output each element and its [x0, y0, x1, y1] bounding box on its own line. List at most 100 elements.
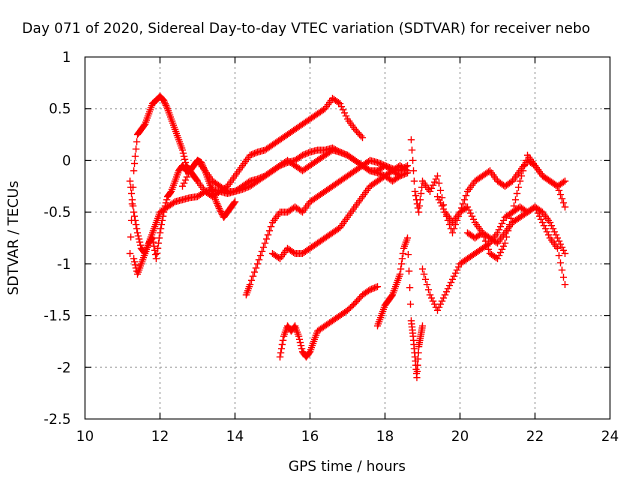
data-point	[450, 225, 458, 233]
series-track-4	[179, 146, 404, 195]
data-point	[509, 208, 516, 216]
data-point	[483, 241, 491, 249]
data-point	[557, 259, 564, 267]
data-point	[402, 166, 410, 174]
data-point	[431, 300, 438, 308]
y-tick-label: 0.5	[49, 102, 71, 118]
data-point	[536, 212, 543, 220]
data-point	[261, 239, 269, 247]
data-point	[437, 300, 444, 308]
data-point	[407, 300, 414, 308]
data-point	[497, 223, 504, 231]
data-point	[561, 203, 569, 211]
data-point	[561, 177, 569, 185]
data-point	[399, 250, 407, 258]
data-point	[152, 251, 159, 259]
data-point	[435, 179, 443, 187]
data-point	[350, 301, 357, 309]
series-track-5	[242, 156, 411, 299]
data-point	[498, 220, 506, 228]
data-point	[438, 202, 446, 210]
x-tick-label: 22	[526, 429, 544, 445]
data-point	[163, 103, 171, 111]
data-point	[359, 134, 366, 142]
data-point	[157, 225, 165, 233]
data-point	[302, 150, 309, 158]
data-point	[560, 199, 567, 207]
data-point	[260, 243, 267, 251]
data-point	[497, 248, 504, 256]
x-tick-label: 24	[601, 429, 619, 445]
data-point	[149, 238, 157, 246]
data-point	[212, 198, 220, 206]
data-point	[434, 306, 441, 314]
data-point	[434, 172, 441, 180]
data-point	[396, 172, 404, 180]
data-point	[179, 146, 186, 154]
data-point	[263, 235, 270, 243]
data-point	[468, 212, 476, 220]
data-point	[459, 200, 467, 208]
data-point	[435, 196, 443, 204]
data-point	[278, 341, 286, 349]
series-track-12	[464, 151, 569, 263]
data-point	[131, 258, 138, 266]
data-point	[356, 130, 363, 138]
data-point	[158, 221, 165, 229]
data-point	[130, 167, 138, 175]
data-point	[432, 175, 440, 183]
data-point	[500, 242, 507, 250]
data-point	[447, 278, 455, 286]
data-point	[356, 294, 363, 302]
grid	[85, 57, 610, 419]
data-point	[518, 172, 525, 180]
data-point	[213, 199, 221, 207]
data-point	[215, 203, 222, 211]
data-point	[320, 106, 327, 114]
data-point	[298, 345, 306, 353]
data-point	[554, 244, 561, 252]
data-point	[155, 234, 163, 242]
data-point	[127, 233, 135, 241]
data-point	[462, 192, 470, 200]
data-point	[397, 265, 405, 273]
data-point	[522, 156, 530, 164]
data-point	[406, 284, 414, 292]
data-point	[299, 151, 306, 159]
data-point	[515, 183, 522, 191]
data-point	[353, 127, 360, 135]
data-point	[405, 267, 413, 275]
data-point	[378, 160, 386, 168]
data-point	[465, 206, 473, 214]
data-point	[416, 202, 423, 210]
data-point	[134, 232, 142, 240]
data-point	[516, 177, 524, 185]
data-point	[388, 292, 396, 300]
data-point	[426, 291, 434, 299]
data-point	[245, 183, 252, 191]
data-point	[479, 229, 486, 237]
data-point	[374, 169, 381, 177]
data-point	[419, 322, 426, 330]
data-point	[552, 231, 560, 239]
data-point	[132, 221, 140, 229]
data-point	[435, 303, 443, 311]
data-point	[558, 243, 566, 251]
data-point	[461, 196, 468, 204]
data-point	[412, 192, 420, 200]
data-point	[404, 251, 412, 259]
chart-title: Day 071 of 2020, Sidereal Day-to-day VTE…	[22, 21, 590, 37]
data-point	[419, 265, 426, 273]
data-point	[222, 186, 230, 194]
x-tick-label: 20	[451, 429, 469, 445]
data-point	[185, 170, 192, 178]
data-point	[560, 246, 567, 254]
data-point	[136, 238, 144, 246]
data-point	[127, 183, 135, 191]
data-point	[495, 252, 503, 260]
axis-ticks	[84, 56, 611, 420]
data-point	[410, 167, 417, 175]
data-point	[297, 207, 305, 215]
data-point	[452, 269, 459, 277]
